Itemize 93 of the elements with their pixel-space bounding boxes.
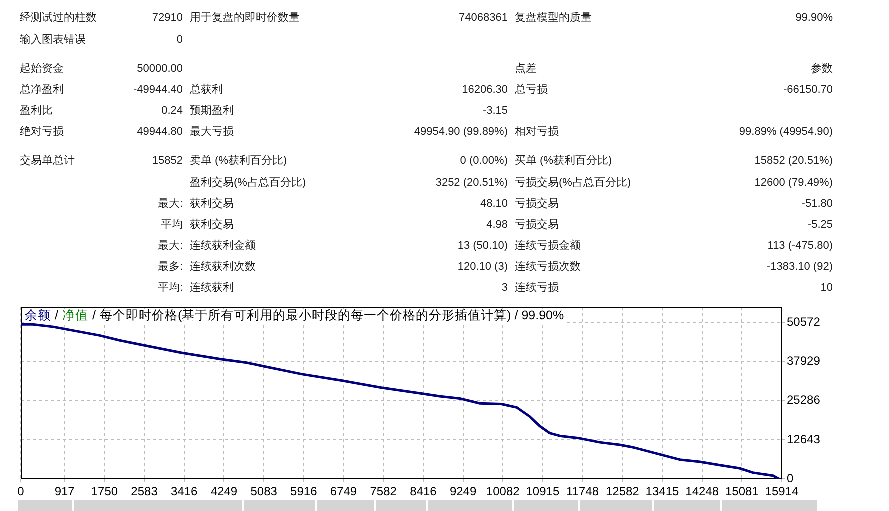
- x-tick-label: 7582: [370, 484, 398, 499]
- text: 用于复盘的即时价数量: [190, 11, 300, 25]
- text: 0.24: [162, 104, 183, 118]
- text: 16206.30: [462, 83, 508, 97]
- text: -1383.10 (92): [766, 260, 833, 274]
- text: -49944.40: [133, 83, 183, 97]
- text: 平均:: [158, 281, 183, 295]
- text: 49954.90 (99.89%): [414, 125, 508, 139]
- text: 亏损交易: [515, 218, 559, 232]
- y-tick-label: 0: [787, 471, 794, 486]
- x-tick-label: 11748: [566, 484, 600, 499]
- x-tick-label: 2583: [131, 484, 158, 499]
- text: 3: [502, 281, 508, 295]
- text: 参数: [811, 62, 833, 76]
- text: 0: [176, 33, 183, 47]
- text: 99.90%: [796, 11, 833, 25]
- x-tick-label: 4249: [210, 484, 238, 499]
- x-tick-label: 10082: [486, 484, 520, 499]
- text: 复盘模型的质量: [515, 11, 592, 25]
- text: 74068361: [459, 11, 508, 25]
- x-tick-label: 3416: [171, 484, 198, 499]
- x-tick-label: 12582: [606, 484, 640, 499]
- x-tick-label: 5083: [250, 484, 278, 499]
- text: 总净盈利: [20, 83, 64, 97]
- text: 总获利: [190, 83, 223, 97]
- x-tick-label: 8416: [410, 484, 438, 499]
- x-tick-label: 14248: [686, 484, 720, 499]
- x-tick-label: 1750: [91, 484, 118, 499]
- text: 预期盈利: [190, 104, 234, 118]
- series-label: 余额: [25, 308, 51, 323]
- text: 连续亏损次数: [515, 260, 581, 274]
- x-tick-label: 5916: [290, 484, 318, 499]
- text: -51.80: [802, 197, 833, 211]
- text: 50000.00: [137, 62, 183, 76]
- x-tick-label: 9249: [450, 484, 477, 499]
- text: 输入图表错误: [20, 33, 86, 47]
- annotation: /: [55, 308, 59, 323]
- text: 连续获利金额: [190, 239, 256, 253]
- text: 获利交易: [190, 218, 234, 232]
- text: 相对亏损: [515, 125, 559, 139]
- chart-title: 每个即时价格(基于所有可利用的最小时段的每一个价格的分形插值计算) / 99.90%: [100, 308, 564, 323]
- text: 72910: [152, 11, 183, 25]
- text: 亏损交易(%占总百分比): [515, 176, 632, 190]
- text: 49944.80: [137, 125, 183, 139]
- text: 盈利比: [20, 104, 53, 118]
- text: 3252 (20.51%): [436, 176, 508, 190]
- x-tick-label: 15914: [765, 484, 800, 499]
- text: 最多:: [158, 260, 183, 274]
- y-tick-label: 12643: [787, 432, 821, 446]
- text: 0 (0.00%): [460, 154, 508, 168]
- y-tick-label: 50572: [787, 315, 821, 330]
- text: 最大亏损: [190, 125, 234, 139]
- y-tick-label: 25286: [787, 393, 821, 408]
- text: 15852 (20.51%): [754, 154, 833, 168]
- text: 卖单 (%获利百分比): [190, 154, 288, 168]
- text: 连续获利次数: [190, 260, 256, 274]
- text: 13 (50.10): [458, 239, 508, 253]
- text: 交易单总计: [20, 154, 75, 168]
- text: 总亏损: [515, 83, 548, 97]
- text: 99.89% (49954.90): [739, 125, 833, 139]
- text: 连续获利: [190, 281, 234, 295]
- text: 买单 (%获利百分比): [515, 154, 612, 168]
- text: 起始资金: [20, 62, 64, 76]
- text: 48.10: [480, 197, 508, 211]
- text: 12600 (79.49%): [754, 176, 833, 190]
- text: 亏损交易: [515, 197, 559, 211]
- text: 最大:: [158, 239, 183, 253]
- text: 盈利交易(%占总百分比): [190, 176, 306, 190]
- text: 113 (-475.80): [768, 239, 833, 253]
- text: 绝对亏损: [20, 125, 64, 139]
- x-tick-label: 10915: [526, 484, 560, 499]
- legend-label: 净值: [62, 308, 88, 323]
- text: 获利交易: [190, 197, 234, 211]
- text: 4.98: [486, 218, 508, 232]
- x-tick-label: 917: [54, 484, 76, 499]
- text: 10: [820, 281, 833, 295]
- x-tick-label: 6749: [330, 484, 358, 499]
- text: 最大:: [158, 197, 183, 211]
- text: 15852: [152, 154, 183, 168]
- text: 平均: [161, 218, 183, 232]
- text: 连续亏损金额: [515, 239, 581, 253]
- x-tick-label: 0: [18, 484, 25, 499]
- x-tick-label: 13415: [646, 484, 680, 499]
- text: -5.25: [808, 218, 833, 232]
- text: 连续亏损: [515, 281, 559, 295]
- text: 120.10 (3): [458, 260, 508, 274]
- x-tick-label: 15081: [725, 484, 760, 499]
- text: 点差: [515, 62, 537, 76]
- y-tick-label: 37929: [787, 354, 821, 368]
- text: -3.15: [482, 104, 508, 118]
- text: 经测试过的柱数: [20, 11, 97, 25]
- text: -66150.70: [783, 83, 833, 97]
- annotation: /: [92, 308, 96, 323]
